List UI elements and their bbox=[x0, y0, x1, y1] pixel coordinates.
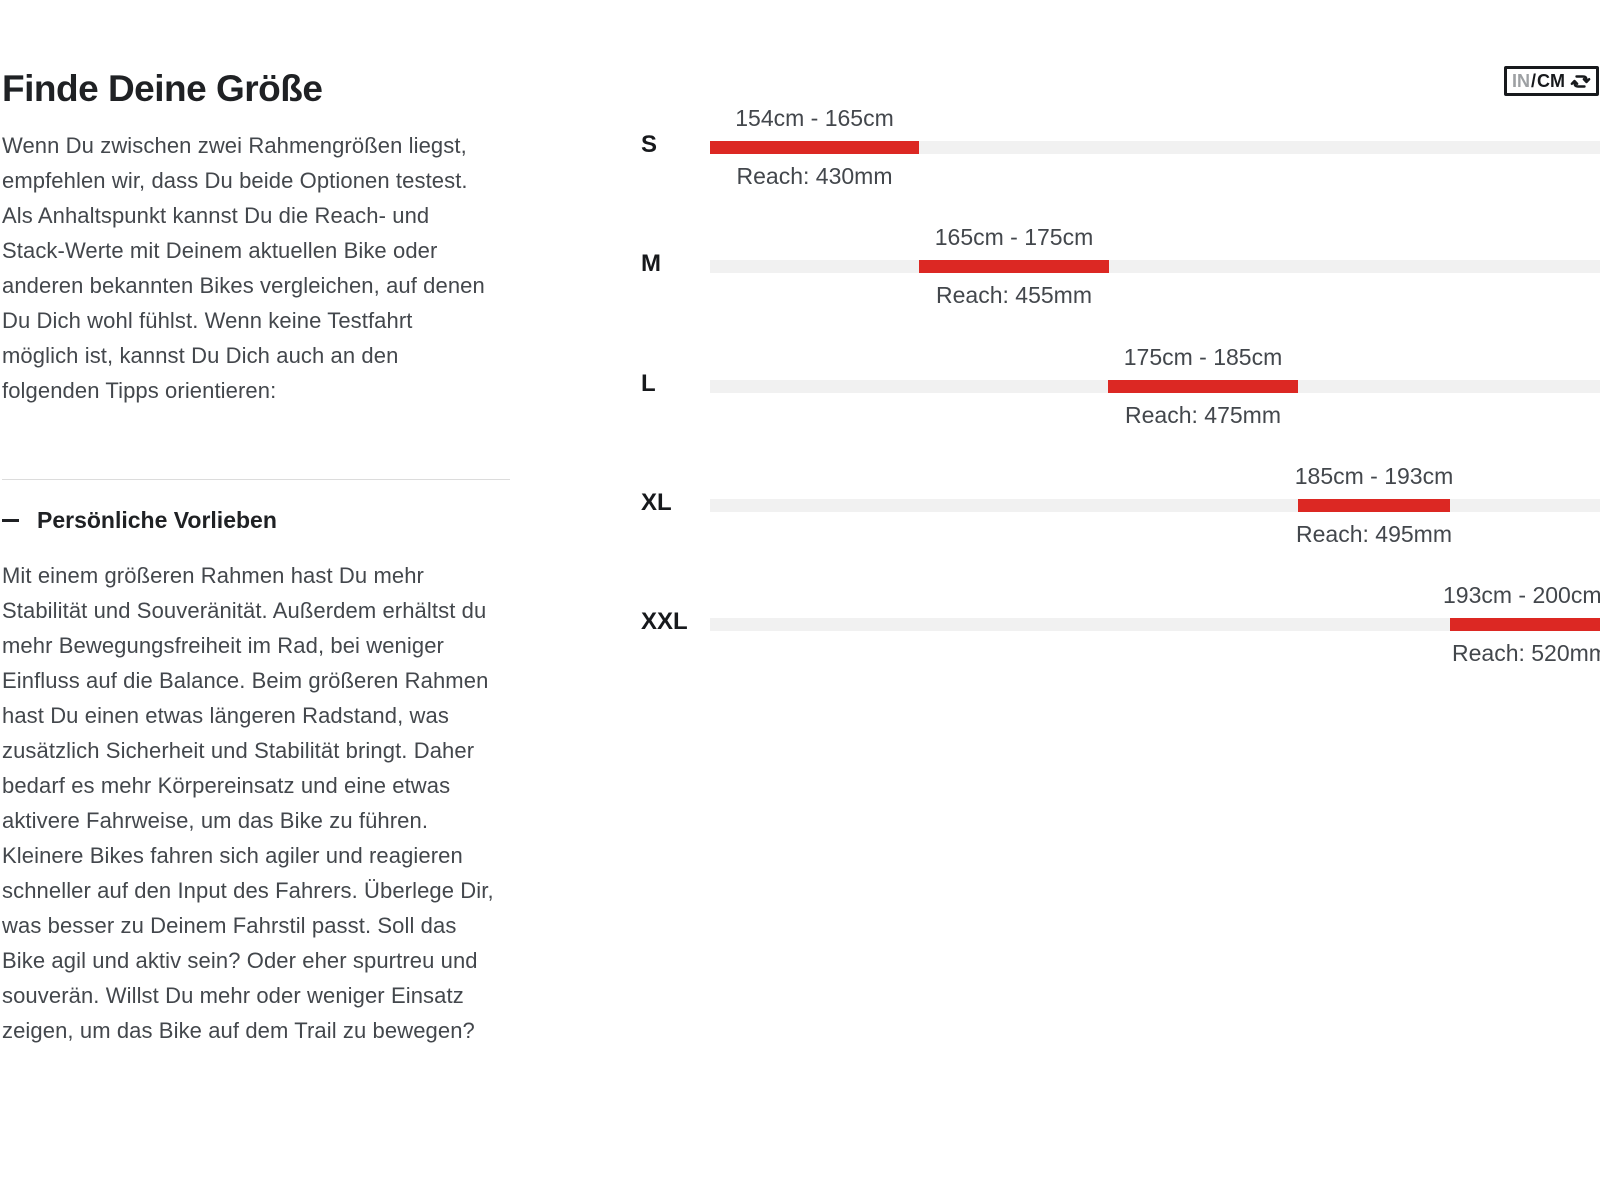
unit-toggle-button[interactable]: IN / CM bbox=[1504, 66, 1599, 96]
reach-label: Reach: 455mm bbox=[936, 282, 1092, 308]
reach-label: Reach: 430mm bbox=[736, 163, 893, 189]
height-range-track bbox=[710, 380, 1600, 393]
unit-cm-label: CM bbox=[1537, 70, 1565, 91]
height-range-label: 185cm - 193cm bbox=[1294, 463, 1454, 489]
height-range-track bbox=[710, 260, 1600, 273]
height-range-bar bbox=[1450, 618, 1600, 631]
accordion-header-persoenliche-vorlieben[interactable]: Persönliche Vorlieben bbox=[2, 504, 510, 538]
unit-separator: / bbox=[1530, 70, 1536, 91]
size-label: XL bbox=[641, 489, 672, 516]
height-range-bar bbox=[919, 260, 1109, 273]
height-range-track bbox=[710, 141, 1600, 154]
intro-paragraph: Wenn Du zwischen zwei Rahmengrößen liegs… bbox=[2, 133, 485, 403]
reach-label: Reach: 520mm bbox=[1452, 640, 1600, 666]
size-guide-text-column: Finde Deine Größe Wenn Du zwischen zwei … bbox=[2, 0, 514, 1200]
size-chart: S 154cm - 165cm Reach: 430mm M 165cm - 175cm… bbox=[630, 0, 1600, 740]
height-range-track bbox=[710, 618, 1600, 631]
size-label: M bbox=[641, 250, 661, 277]
height-range-label: 175cm - 185cm bbox=[1123, 344, 1283, 370]
section-divider bbox=[2, 479, 510, 480]
size-label: XXL bbox=[641, 608, 688, 635]
height-range-label: 154cm - 165cm bbox=[735, 105, 894, 131]
page-title: Finde Deine Größe bbox=[2, 68, 323, 109]
collapse-minus-icon bbox=[2, 519, 19, 522]
unit-in-label: IN bbox=[1511, 70, 1530, 91]
accordion-title: Persönliche Vorlieben bbox=[37, 507, 277, 533]
height-range-label: 193cm - 200cm bbox=[1443, 582, 1600, 608]
size-label: S bbox=[641, 131, 658, 158]
reach-label: Reach: 475mm bbox=[1125, 402, 1281, 428]
height-range-bar bbox=[1298, 499, 1450, 512]
size-label: L bbox=[641, 370, 656, 397]
accordion-body-paragraph: Mit einem größeren Rahmen hast Du mehr S… bbox=[2, 563, 494, 1043]
height-range-bar bbox=[710, 141, 919, 154]
height-range-track bbox=[710, 499, 1600, 512]
swap-arrows-icon bbox=[1570, 74, 1591, 88]
height-range-label: 165cm - 175cm bbox=[934, 224, 1094, 250]
height-range-bar bbox=[1108, 380, 1298, 393]
reach-label: Reach: 495mm bbox=[1296, 521, 1452, 547]
